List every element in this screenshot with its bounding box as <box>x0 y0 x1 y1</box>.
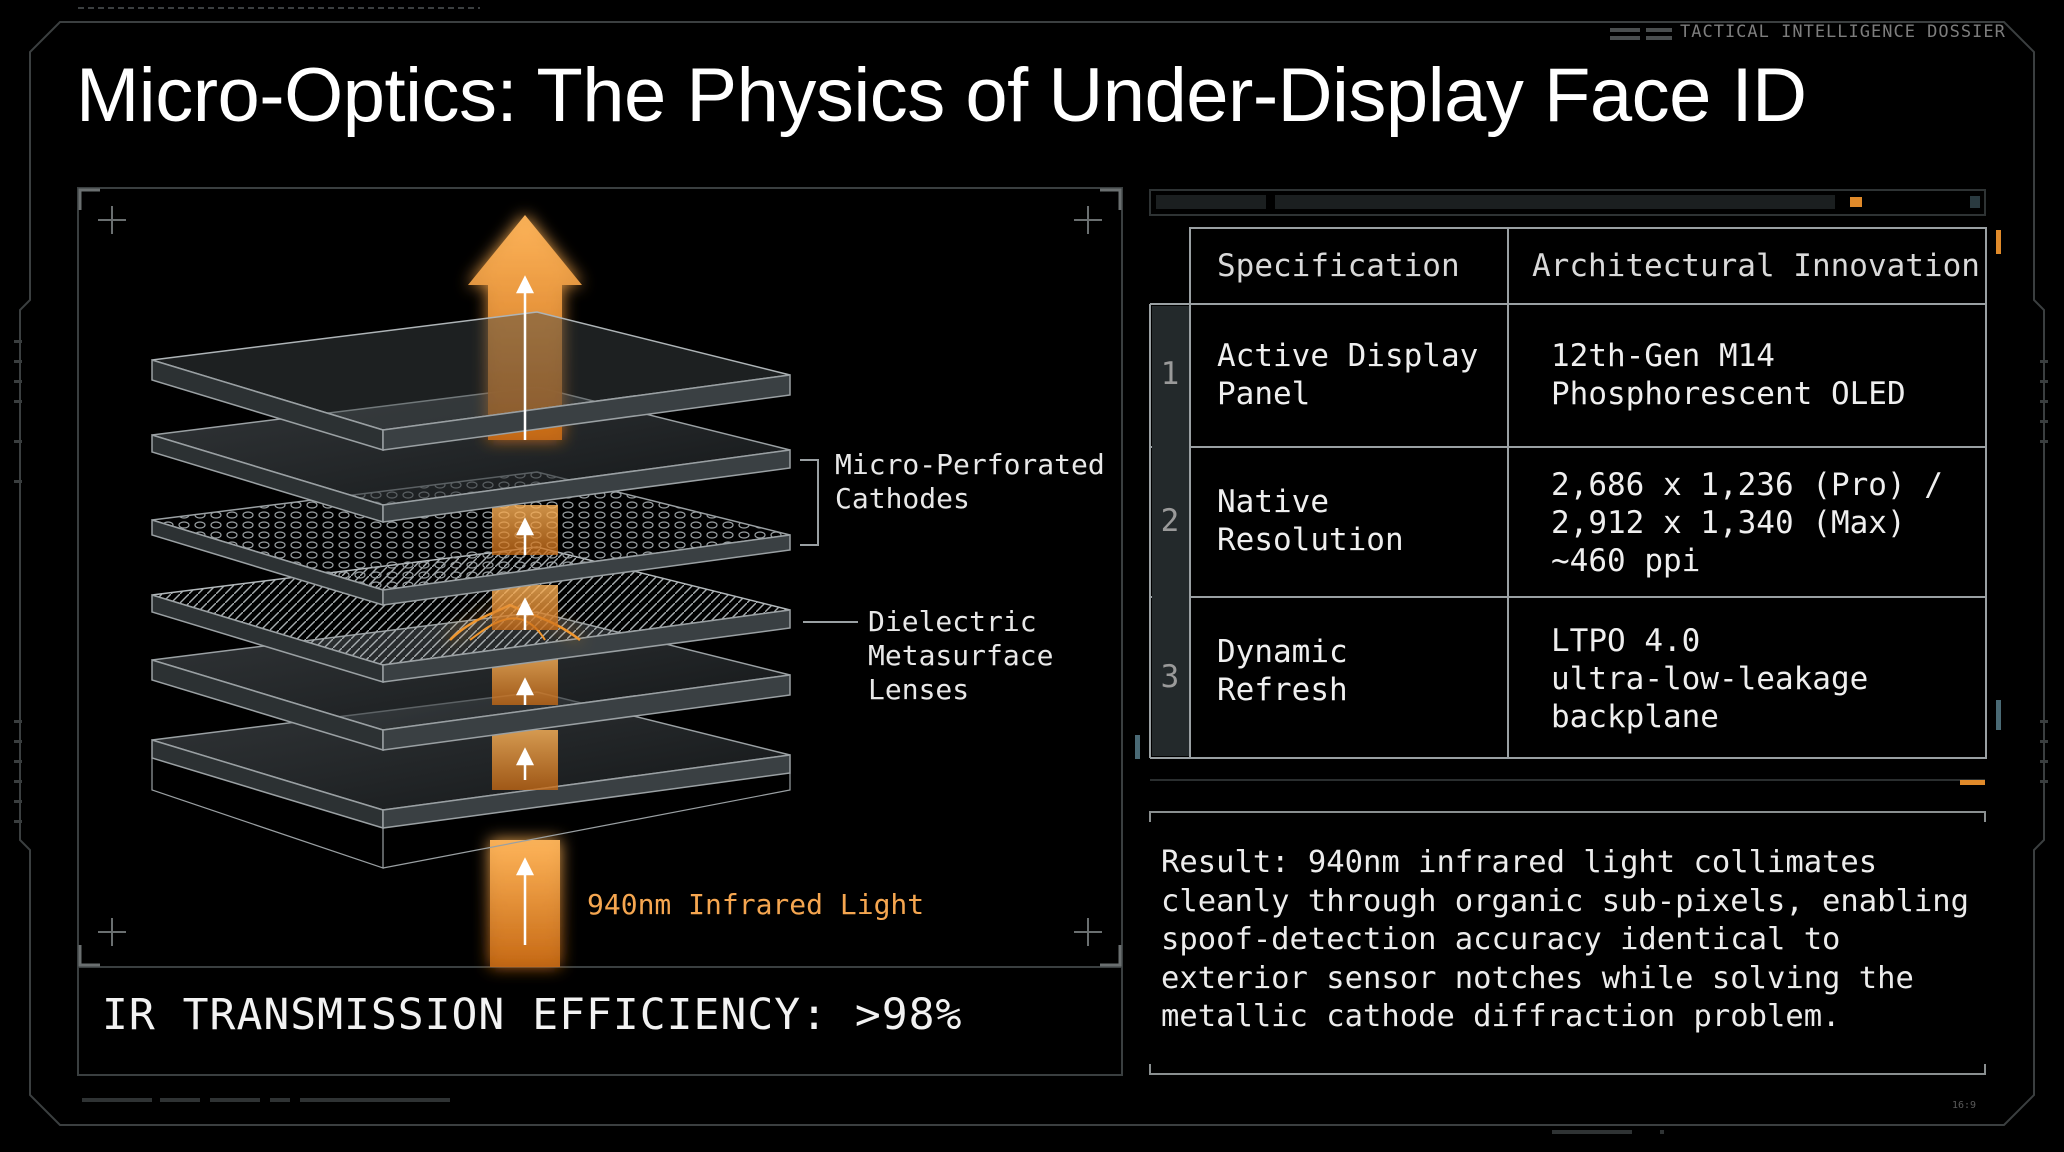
row-number: 3 <box>1160 659 1180 695</box>
table-header-specification: Specification <box>1217 248 1460 284</box>
row-spec: Active Display Panel <box>1217 338 1479 412</box>
row-spec: Dynamic Refresh <box>1217 634 1348 708</box>
label-micro-perforated-cathodes: Micro-Perforated Cathodes <box>835 448 1105 515</box>
page-title: Micro-Optics: The Physics of Under-Displ… <box>76 53 1807 138</box>
layer-stack-diagram <box>151 215 858 967</box>
row-number: 1 <box>1160 356 1180 392</box>
row-innovation: LTPO 4.0 ultra-low-leakage backplane <box>1551 623 1869 735</box>
label-dielectric-metasurface-lenses: Dielectric Metasurface Lenses <box>868 605 1054 706</box>
row-innovation: 12th-Gen M14 Phosphorescent OLED <box>1551 338 1906 412</box>
aspect-label: 16:9 <box>1952 1100 1977 1111</box>
row-number: 2 <box>1160 503 1180 539</box>
label-ir-light: 940nm Infrared Light <box>587 888 925 921</box>
ir-efficiency-banner: IR TRANSMISSION EFFICIENCY: >98% <box>102 990 963 1040</box>
row-innovation: 2,686 x 1,236 (Pro) / 2,912 x 1,340 (Max… <box>1551 467 1943 579</box>
row-spec: Native Resolution <box>1217 484 1404 558</box>
dossier-label: TACTICAL INTELLIGENCE DOSSIER <box>1680 22 2006 42</box>
result-text: Result: 940nm infrared light collimates … <box>1161 845 1969 1035</box>
table-header-innovation: Architectural Innovation <box>1532 248 1980 284</box>
